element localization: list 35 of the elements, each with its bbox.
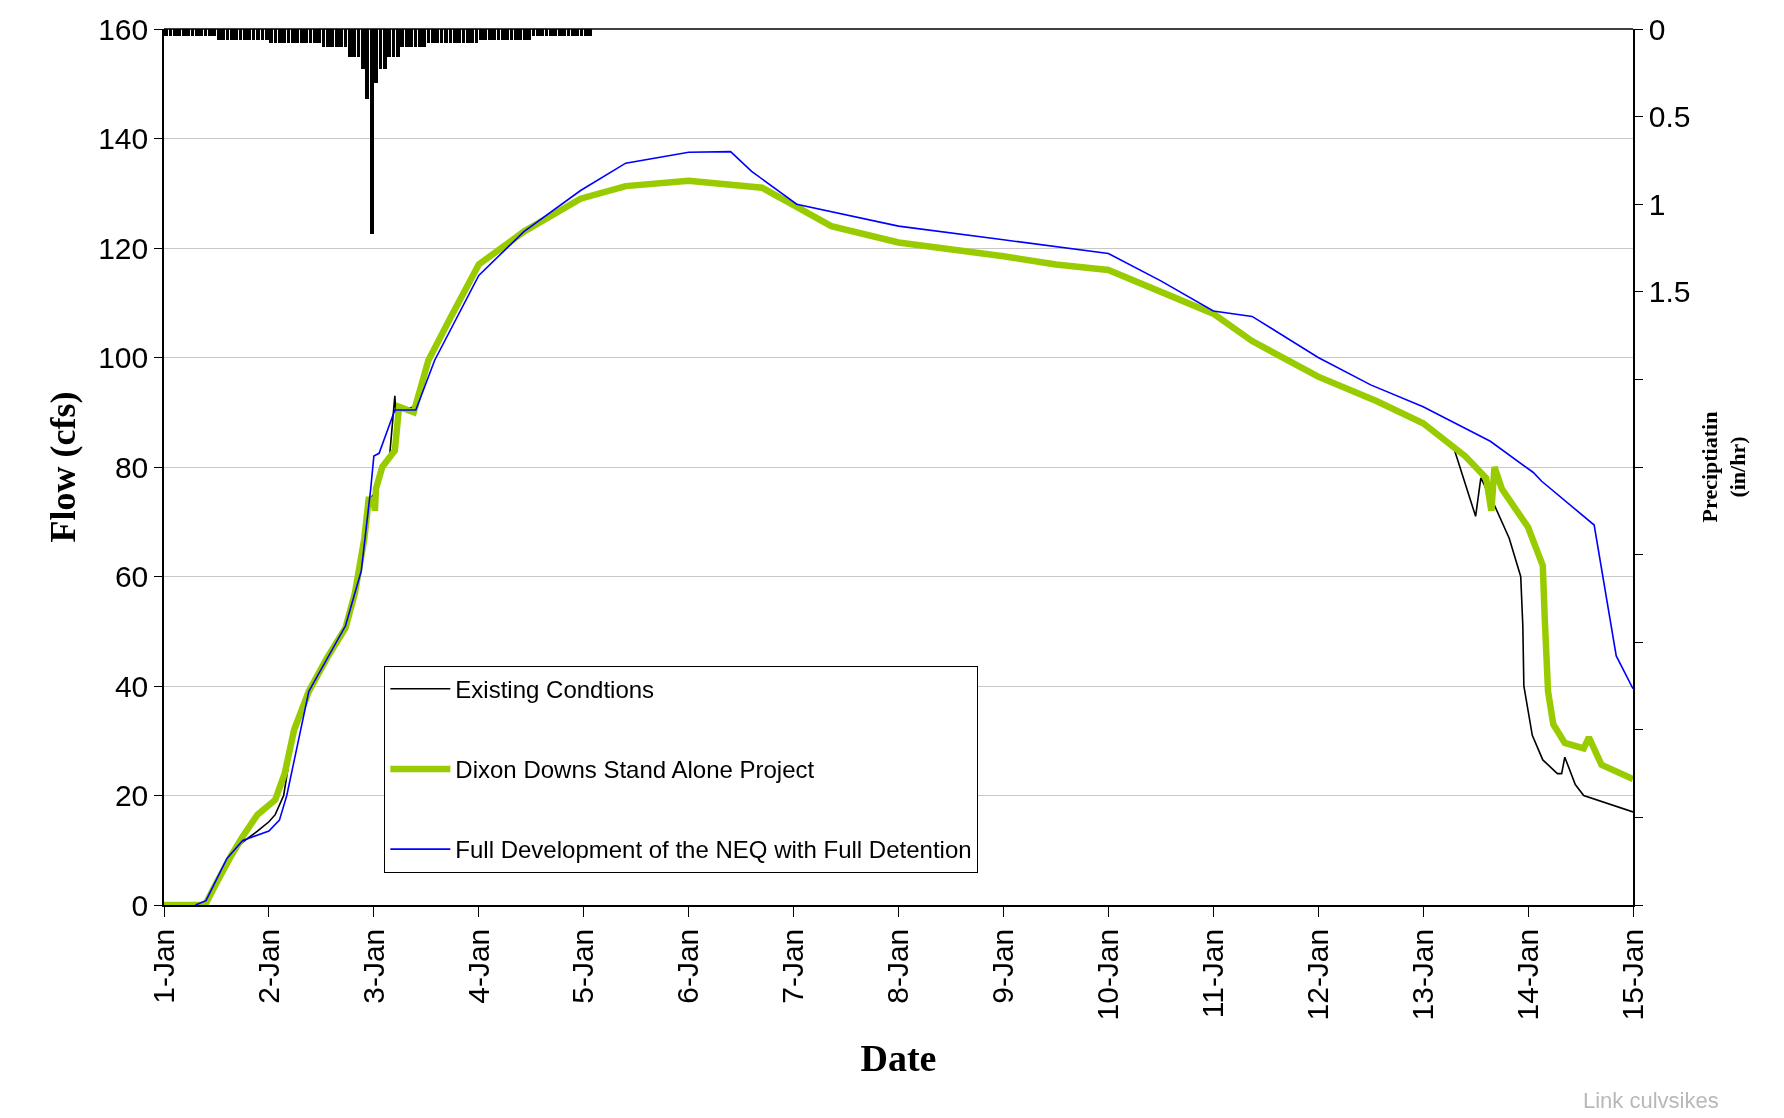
y2-tick-label: 0.5 <box>1648 100 1691 134</box>
y2-tick-label: 1.5 <box>1648 275 1691 309</box>
x-tick-label: 4-Jan <box>461 928 495 1004</box>
x-tick-label: 8-Jan <box>881 928 915 1004</box>
x-tick-label: 3-Jan <box>356 928 390 1004</box>
x-tick-label: 15-Jan <box>1615 928 1649 1021</box>
x-tick-label: 1-Jan <box>146 928 180 1004</box>
y-tick-label: 0 <box>131 888 149 922</box>
x-tick-label: 5-Jan <box>566 928 600 1004</box>
y2-tick-label: 0 <box>1648 12 1666 46</box>
x-tick-label: 7-Jan <box>776 928 810 1004</box>
y-tick-label: 100 <box>98 341 149 374</box>
text: Link culvsikes <box>1583 1088 1719 1113</box>
x-tick-label: 12-Jan <box>1300 928 1334 1021</box>
y-tick-label: 20 <box>114 779 149 812</box>
x-tick-label: 6-Jan <box>671 928 705 1004</box>
y2-axis-title: Preciptiatin (in/hr) <box>1696 411 1751 523</box>
legend-label: Existing Condtions <box>455 676 655 704</box>
x-tick-label: 11-Jan <box>1196 928 1230 1019</box>
legend-label: Full Development of the NEQ with Full Detention <box>455 836 972 864</box>
y-tick-label: 60 <box>114 560 149 593</box>
y-tick-label: 140 <box>98 122 149 155</box>
y-tick-label: 40 <box>114 669 149 703</box>
y-tick-label: 120 <box>98 231 149 265</box>
x-tick-label: 10-Jan <box>1091 928 1125 1021</box>
y-axis-title: Flow (cfs) <box>42 391 83 543</box>
y2-tick-label: 1 <box>1648 187 1666 221</box>
y-tick-label: 160 <box>98 12 149 46</box>
legend-label: Dixon Downs Stand Alone Project <box>455 756 815 784</box>
x-axis-title: Date <box>860 1037 937 1080</box>
x-tick-label: 14-Jan <box>1510 928 1544 1021</box>
x-tick-label: 2-Jan <box>251 928 285 1004</box>
x-tick-label: 9-Jan <box>986 928 1020 1004</box>
x-tick-label: 13-Jan <box>1405 928 1439 1021</box>
y-tick-label: 80 <box>114 450 149 484</box>
